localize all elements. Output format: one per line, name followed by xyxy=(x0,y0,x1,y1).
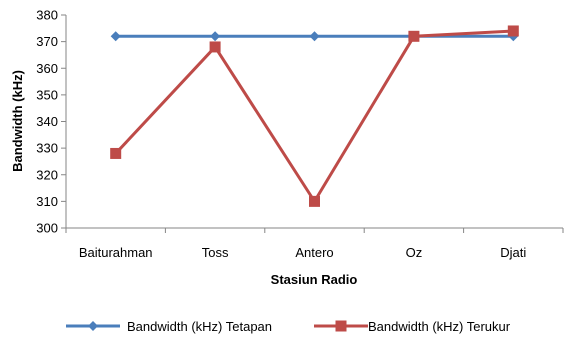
series-line xyxy=(114,29,514,203)
data-point xyxy=(309,195,320,207)
data-point xyxy=(408,30,420,42)
legend: Bandwidth (kHz) Tetapan Bandwidth (kHz) T… xyxy=(66,319,511,334)
data-point xyxy=(309,31,320,42)
data-point xyxy=(110,31,121,42)
x-tick-label: Toss xyxy=(202,245,229,260)
y-tick-label: 300 xyxy=(36,221,58,236)
plot-area: 300 310 320 330 340 350 360 370 380 Baiturahman T… xyxy=(36,8,564,260)
y-tick-label: 310 xyxy=(36,194,58,209)
series-2 xyxy=(110,25,519,207)
series-layer xyxy=(110,25,519,207)
y-axis-ticks: 300 310 320 330 340 350 360 370 380 xyxy=(36,8,66,236)
x-tick-label: Djati xyxy=(500,245,526,260)
data-point xyxy=(209,41,221,53)
legend-marker xyxy=(335,320,347,332)
y-axis-title: Bandwidth (kHz) xyxy=(10,70,25,172)
y-tick-label: 340 xyxy=(36,114,58,129)
data-point xyxy=(210,31,221,42)
y-tick-label: 360 xyxy=(36,61,58,76)
y-tick-label: 330 xyxy=(36,141,58,156)
x-tick-label: Baiturahman xyxy=(79,245,153,260)
legend-label: Bandwidth (kHz) Terukur xyxy=(368,319,511,334)
legend-item-2: Bandwidth (kHz) Terukur xyxy=(314,319,511,334)
x-tick-label: Antero xyxy=(295,245,333,260)
data-point xyxy=(110,147,122,159)
legend-marker xyxy=(88,321,98,331)
y-tick-label: 350 xyxy=(36,87,58,102)
y-tick-label: 370 xyxy=(36,34,58,49)
legend-item-1: Bandwidth (kHz) Tetapan xyxy=(66,319,272,334)
y-tick-label: 320 xyxy=(36,167,58,182)
x-axis-title: Stasiun Radio xyxy=(271,272,358,287)
data-point xyxy=(507,25,519,37)
x-tick-label: Oz xyxy=(406,245,423,260)
legend-label: Bandwidth (kHz) Tetapan xyxy=(127,319,272,334)
y-tick-label: 380 xyxy=(36,8,58,23)
x-axis-ticks: Baiturahman Toss Antero Oz Djati xyxy=(65,228,564,260)
